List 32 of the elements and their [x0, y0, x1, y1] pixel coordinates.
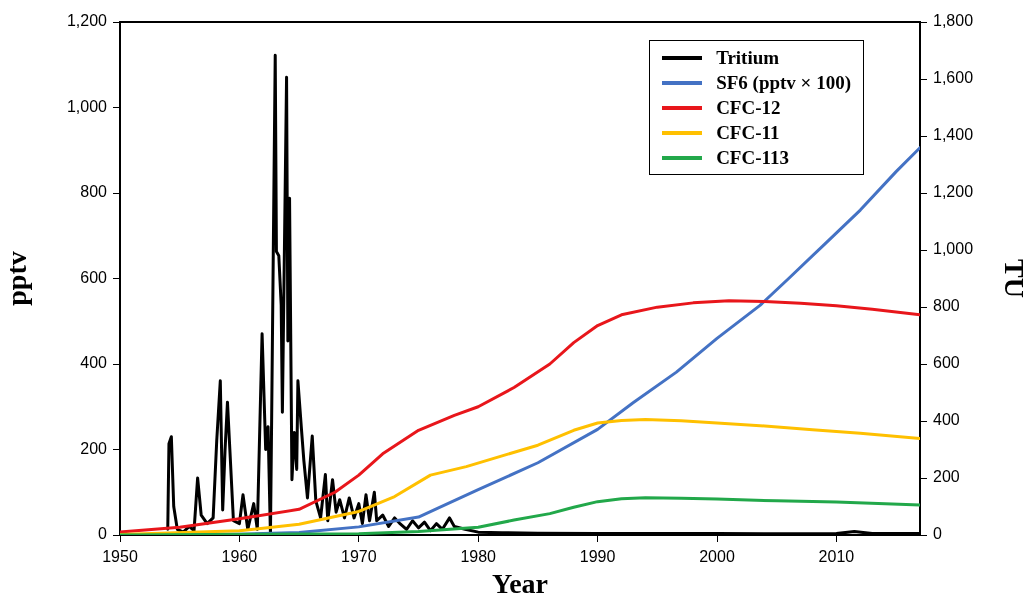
y2-tick-label: 1,000 [933, 240, 974, 258]
y-tick-label: 200 [80, 439, 108, 457]
x-tick-label: 1980 [460, 548, 497, 566]
x-tick-label: 1960 [221, 548, 258, 566]
y-tick-label: 1,000 [66, 97, 108, 115]
y2-tick-label: 1,600 [933, 69, 974, 87]
y2-tick-label: 1,400 [933, 126, 974, 144]
x-tick-label: 1950 [102, 548, 138, 566]
y2-axis-title: TU [998, 259, 1030, 298]
y-tick-label: 1,200 [66, 12, 108, 30]
y2-tick-label: 200 [933, 468, 960, 486]
y-tick-label: 800 [80, 183, 108, 201]
y2-tick-label: 400 [933, 411, 960, 429]
y-tick-label: 0 [98, 525, 108, 543]
x-tick-label: 2000 [699, 548, 735, 566]
legend-label: SF6 (pptv × 100) [716, 71, 851, 94]
legend-label: CFC-12 [716, 96, 781, 119]
legend-label: CFC-11 [716, 121, 780, 144]
x-tick-label: 1970 [341, 548, 377, 566]
x-tick-label: 2010 [818, 548, 855, 566]
y2-tick-label: 1,800 [933, 12, 974, 30]
legend-label: Tritium [716, 46, 780, 69]
y-tick-label: 600 [80, 268, 108, 286]
y-tick-label: 400 [80, 354, 108, 372]
x-axis-title: Year [492, 568, 548, 600]
legend-label: CFC-113 [716, 146, 789, 169]
y2-tick-label: 600 [933, 354, 960, 372]
x-tick-label: 1990 [579, 548, 616, 566]
y2-tick-label: 1,200 [933, 183, 974, 201]
y2-tick-label: 800 [933, 297, 960, 315]
y-axis-title: pptv [1, 251, 33, 306]
y2-tick-label: 0 [933, 525, 942, 543]
